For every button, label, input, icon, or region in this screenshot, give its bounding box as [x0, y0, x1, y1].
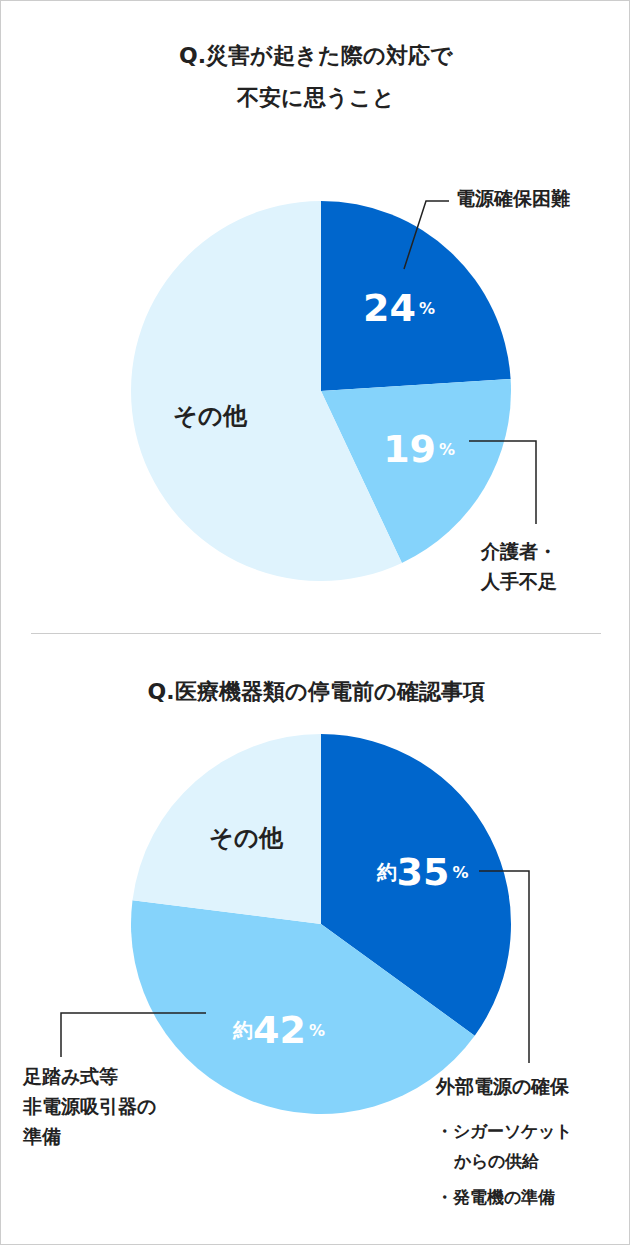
svg-text:介護者・人手不足: 介護者・人手不足 — [480, 540, 557, 592]
svg-text:約35%: 約35% — [376, 850, 469, 894]
svg-text:その他: その他 — [173, 402, 248, 430]
html-text:Q.災害が起きた際の対応で 不安に思うこと: Q.災害が起きた際の対応で 不安に思うこと — [179, 43, 453, 110]
svg-text:電源確保困難: 電源確保困難 — [456, 187, 570, 209]
svg-text:からの供給: からの供給 — [453, 1151, 540, 1171]
svg-text:・シガーソケット: ・シガーソケット — [436, 1121, 572, 1141]
svg-text:24%: 24% — [363, 286, 435, 330]
svg-text:足踏み式等非電源吸引器の準備: 足踏み式等非電源吸引器の準備 — [22, 1065, 156, 1147]
svg-text:約42%: 約42% — [232, 1008, 325, 1052]
svg-text:その他: その他 — [209, 824, 284, 852]
html-text:Q.医療機器類の停電前の確認事項: Q.医療機器類の停電前の確認事項 — [147, 679, 485, 704]
svg-text:・発電機の準備: ・発電機の準備 — [436, 1187, 555, 1207]
svg-text:外部電源の確保: 外部電源の確保 — [435, 1075, 570, 1097]
svg-text:19%: 19% — [383, 427, 455, 471]
